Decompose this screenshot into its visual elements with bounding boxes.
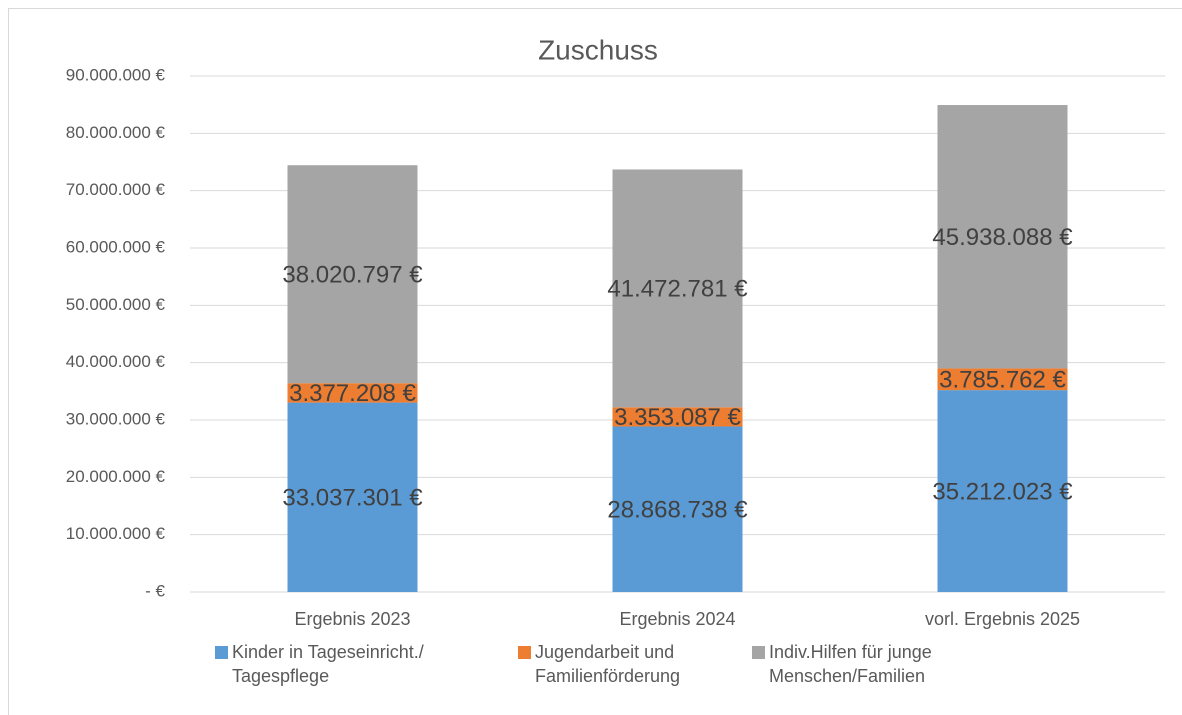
data-label: 33.037.301 € [282,485,423,512]
x-tick-label: Ergebnis 2023 [294,609,410,629]
legend-label: Jugendarbeit und Familienförderung [535,642,681,686]
data-label: 28.868.738 € [607,497,748,524]
x-tick-label: Ergebnis 2024 [619,609,735,629]
y-tick-label: 30.000.000 € [66,409,166,428]
chart-border [8,8,1182,715]
y-tick-label: 90.000.000 € [66,65,166,84]
data-label: 45.938.088 € [932,224,1073,251]
data-label: 35.212.023 € [932,478,1073,505]
x-tick-label: vorl. Ergebnis 2025 [925,609,1080,629]
bar-segment [937,105,1068,369]
legend-item: Kinder in Tageseinricht./ Tagespflege [215,640,460,688]
bar-segment [937,390,1068,592]
y-tick-label: 60.000.000 € [66,237,166,256]
bar-segment [612,169,743,408]
bar-segment [287,402,418,592]
y-tick-label: 70.000.000 € [66,180,166,199]
legend-swatch [518,646,531,659]
y-tick-label: 80.000.000 € [66,123,166,142]
legend-item: Jugendarbeit und Familienförderung [518,640,718,688]
chart-title: Zuschuss [538,34,658,65]
data-label: 3.377.208 € [289,380,416,407]
legend-item: Indiv.Hilfen für junge Menschen/Familien [752,640,987,688]
bar-segment [612,426,743,592]
data-label: 41.472.781 € [607,276,748,303]
legend-label: Kinder in Tageseinricht./ Tagespflege [232,642,424,686]
y-tick-label: 40.000.000 € [66,352,166,371]
data-label: 3.785.762 € [939,367,1066,394]
legend-label: Indiv.Hilfen für junge Menschen/Familien [769,642,932,686]
bar-segment [287,383,418,403]
bar-segment [937,368,1068,391]
y-tick-label: 50.000.000 € [66,295,166,314]
legend-swatch [752,646,765,659]
data-label: 3.353.087 € [614,404,741,431]
y-tick-label: 10.000.000 € [66,524,166,543]
bar-segment [612,407,743,427]
bar-segment [287,165,418,384]
y-tick-label: - € [145,581,165,600]
data-label: 38.020.797 € [282,262,423,289]
legend-swatch [215,646,228,659]
y-tick-label: 20.000.000 € [66,467,166,486]
